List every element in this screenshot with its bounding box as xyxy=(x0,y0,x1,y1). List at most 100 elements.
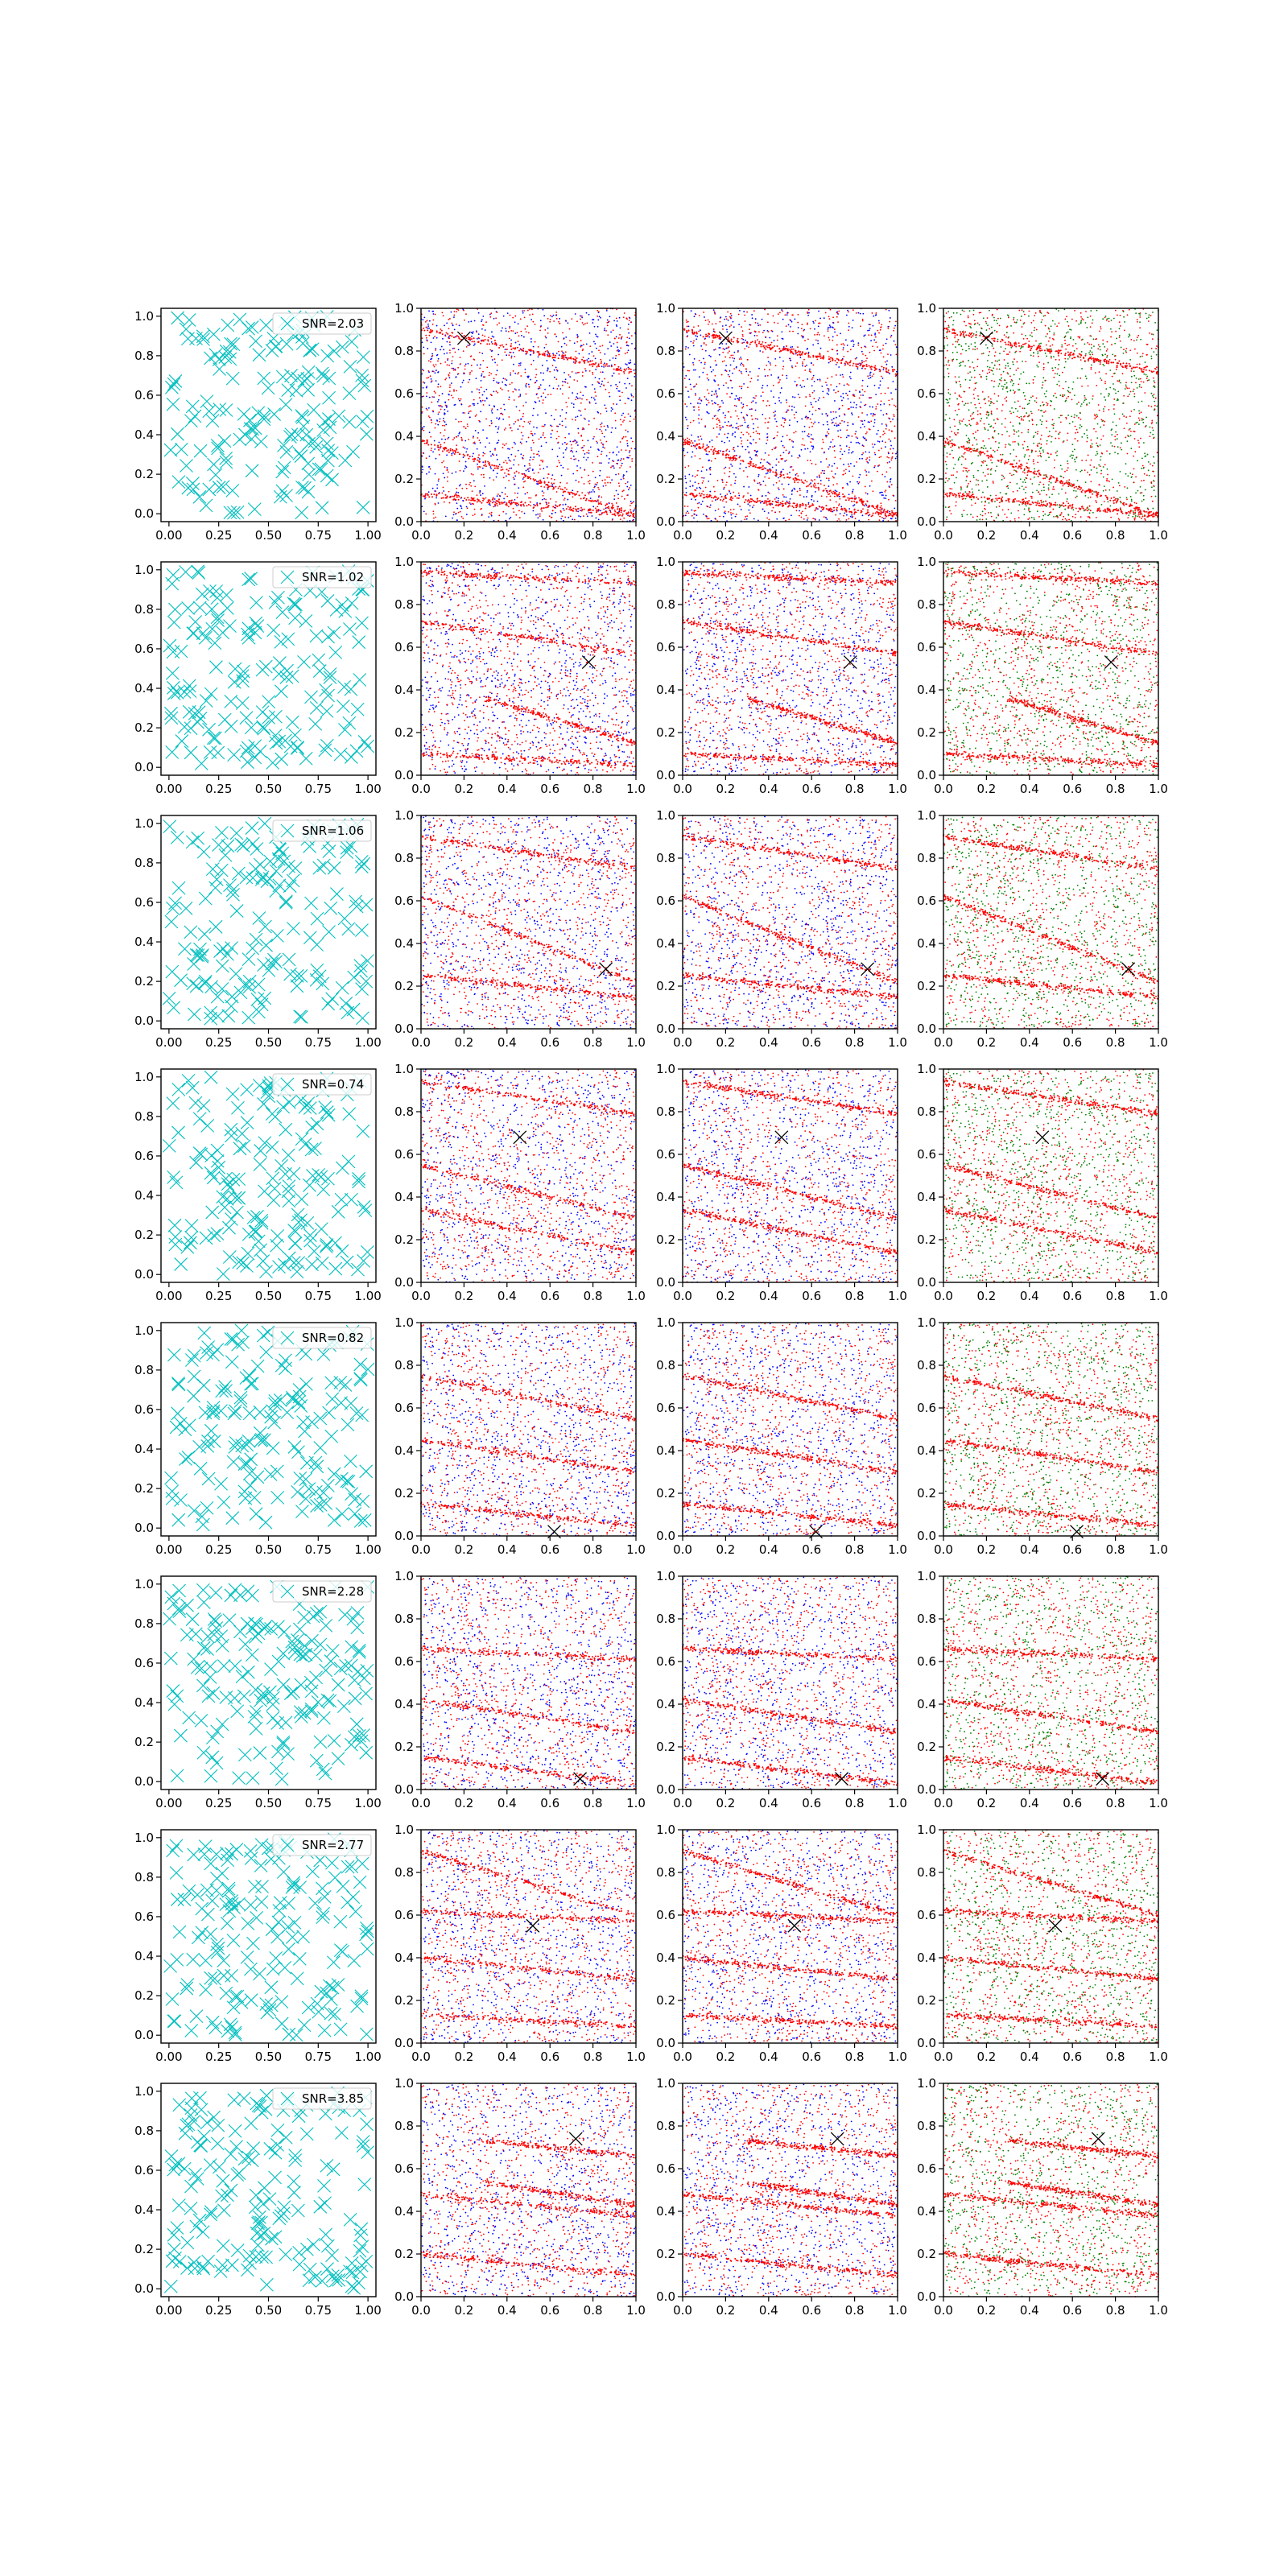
noise-dot xyxy=(526,331,527,332)
noise-dot xyxy=(461,440,463,441)
noise-dot xyxy=(449,377,451,378)
noise-dot xyxy=(630,360,631,361)
noise-dot xyxy=(601,431,603,432)
noise-dot xyxy=(526,441,527,443)
noise-dot xyxy=(528,386,530,388)
noise-dot xyxy=(505,349,506,350)
noise-dot xyxy=(530,421,531,423)
noise-dot xyxy=(443,486,444,488)
noise-dot xyxy=(479,492,481,493)
noise-dot xyxy=(473,404,475,406)
noise-dot xyxy=(555,409,557,411)
noise-dot xyxy=(562,393,564,394)
noise-dot xyxy=(533,456,535,458)
noise-dot xyxy=(629,487,630,489)
noise-dot xyxy=(580,507,582,509)
noise-dot xyxy=(544,329,546,331)
noise-dot xyxy=(510,357,512,359)
noise-dot xyxy=(565,351,567,353)
noise-dot xyxy=(435,392,436,394)
noise-dot xyxy=(489,349,491,351)
noise-dot xyxy=(436,369,437,371)
noise-dot xyxy=(588,420,590,422)
noise-dot xyxy=(472,456,473,457)
noise-dot xyxy=(624,312,625,314)
noise-dot xyxy=(618,337,620,339)
noise-dot xyxy=(438,383,440,385)
noise-dot xyxy=(607,324,609,326)
noise-dot xyxy=(471,391,473,393)
noise-dot xyxy=(427,370,429,372)
noise-dot xyxy=(456,436,457,438)
noise-dot xyxy=(620,460,621,461)
noise-dot xyxy=(498,382,500,384)
noise-dot xyxy=(588,358,589,360)
noise-dot xyxy=(489,477,491,479)
noise-dot xyxy=(592,489,594,491)
x-tick-label: 0.50 xyxy=(255,528,282,543)
noise-dot xyxy=(478,389,480,390)
noise-dot xyxy=(435,348,436,349)
noise-dot xyxy=(514,388,516,390)
noise-dot xyxy=(604,436,605,438)
noise-dot xyxy=(461,507,463,509)
noise-dot xyxy=(558,321,559,323)
noise-dot xyxy=(589,370,591,372)
noise-dot xyxy=(605,441,607,443)
noise-dot xyxy=(561,346,563,348)
noise-dot xyxy=(463,426,464,427)
noise-dot xyxy=(631,343,633,345)
noise-dot xyxy=(440,328,441,330)
noise-dot xyxy=(560,464,562,466)
noise-dot xyxy=(559,388,561,390)
noise-dot xyxy=(508,331,510,332)
noise-dot xyxy=(574,519,576,521)
noise-dot xyxy=(448,394,450,396)
noise-dot xyxy=(626,352,628,353)
noise-dot xyxy=(536,427,538,429)
noise-dot xyxy=(556,353,558,354)
noise-dot xyxy=(548,473,550,475)
noise-dot xyxy=(629,452,630,453)
noise-dot xyxy=(502,444,504,445)
noise-dot xyxy=(513,511,514,513)
noise-dot xyxy=(492,359,493,361)
noise-dot xyxy=(453,315,455,316)
noise-dot xyxy=(630,394,632,395)
noise-dot xyxy=(443,349,444,350)
noise-dot xyxy=(477,432,479,434)
noise-dot xyxy=(518,335,520,336)
noise-dot xyxy=(604,362,605,364)
noise-dot xyxy=(628,369,630,370)
noise-dot xyxy=(481,328,483,330)
noise-dot xyxy=(451,394,452,396)
noise-dot xyxy=(466,488,468,489)
noise-dot xyxy=(586,359,588,361)
noise-dot xyxy=(444,379,446,381)
noise-dot xyxy=(558,351,559,353)
noise-dot xyxy=(502,382,503,383)
noise-dot xyxy=(588,450,590,452)
noise-dot xyxy=(429,320,431,322)
noise-dot xyxy=(438,405,440,407)
noise-dot xyxy=(510,517,511,518)
noise-dot xyxy=(551,426,553,427)
noise-dot xyxy=(616,324,617,326)
noise-dot xyxy=(610,411,612,412)
noise-dot xyxy=(547,350,548,352)
noise-dot xyxy=(532,313,534,315)
noise-dot xyxy=(490,456,492,457)
noise-dot xyxy=(572,518,573,520)
noise-dot xyxy=(518,428,519,430)
noise-dot xyxy=(469,484,470,485)
noise-dot xyxy=(601,497,602,498)
noise-dot xyxy=(479,352,481,353)
noise-dot xyxy=(580,467,581,469)
noise-dot xyxy=(535,377,536,378)
noise-dot xyxy=(446,353,448,354)
noise-dot xyxy=(463,470,464,472)
noise-dot xyxy=(617,386,618,387)
noise-dot xyxy=(582,440,584,441)
noise-dot xyxy=(618,473,620,475)
noise-dot xyxy=(564,517,566,518)
